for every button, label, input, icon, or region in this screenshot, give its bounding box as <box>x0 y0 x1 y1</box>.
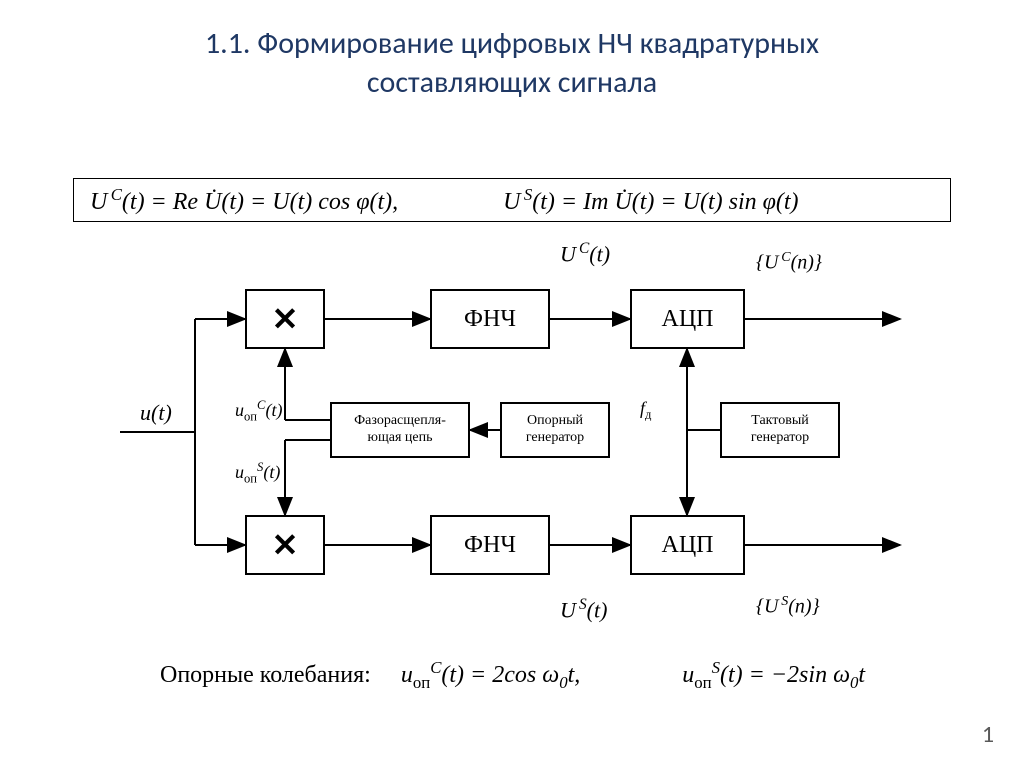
wires-svg <box>0 0 1024 767</box>
multiplier-bottom: ✕ <box>245 515 325 575</box>
label-Us-n: {U S(n)} <box>756 594 820 619</box>
reference-oscillator: Опорныйгенератор <box>500 402 610 458</box>
adc-top: АЦП <box>630 289 745 349</box>
label-u-t: u(t) <box>140 400 172 426</box>
bottom-formulas: Опорные колебания: uопC(t) = 2cos ω0t, u… <box>160 658 865 693</box>
clock-generator: Тактовыйгенератор <box>720 402 840 458</box>
label-Uc-t: U C(t) <box>560 240 610 267</box>
lpf-bottom: ФНЧ <box>430 515 550 575</box>
label-uop-s: uопS(t) <box>235 460 280 487</box>
adc-bottom: АЦП <box>630 515 745 575</box>
block-diagram: ✕ ✕ ФНЧ ФНЧ АЦП АЦП Фазорасщепля-ющая це… <box>0 0 1024 767</box>
bottom-eq1: uопC(t) = 2cos ω0t, <box>401 662 580 688</box>
label-Us-t: U S(t) <box>560 596 607 623</box>
label-uop-c: uопC(t) <box>235 398 282 425</box>
label-fd: fд <box>640 398 651 423</box>
bottom-lead: Опорные колебания: <box>160 662 371 688</box>
bottom-eq2: uопS(t) = −2sin ω0t <box>682 662 865 688</box>
label-Uc-n: {U C(n)} <box>756 250 822 275</box>
phase-splitter: Фазорасщепля-ющая цепь <box>330 402 470 458</box>
multiplier-top: ✕ <box>245 289 325 349</box>
page-number: 1 <box>982 720 994 749</box>
lpf-top: ФНЧ <box>430 289 550 349</box>
